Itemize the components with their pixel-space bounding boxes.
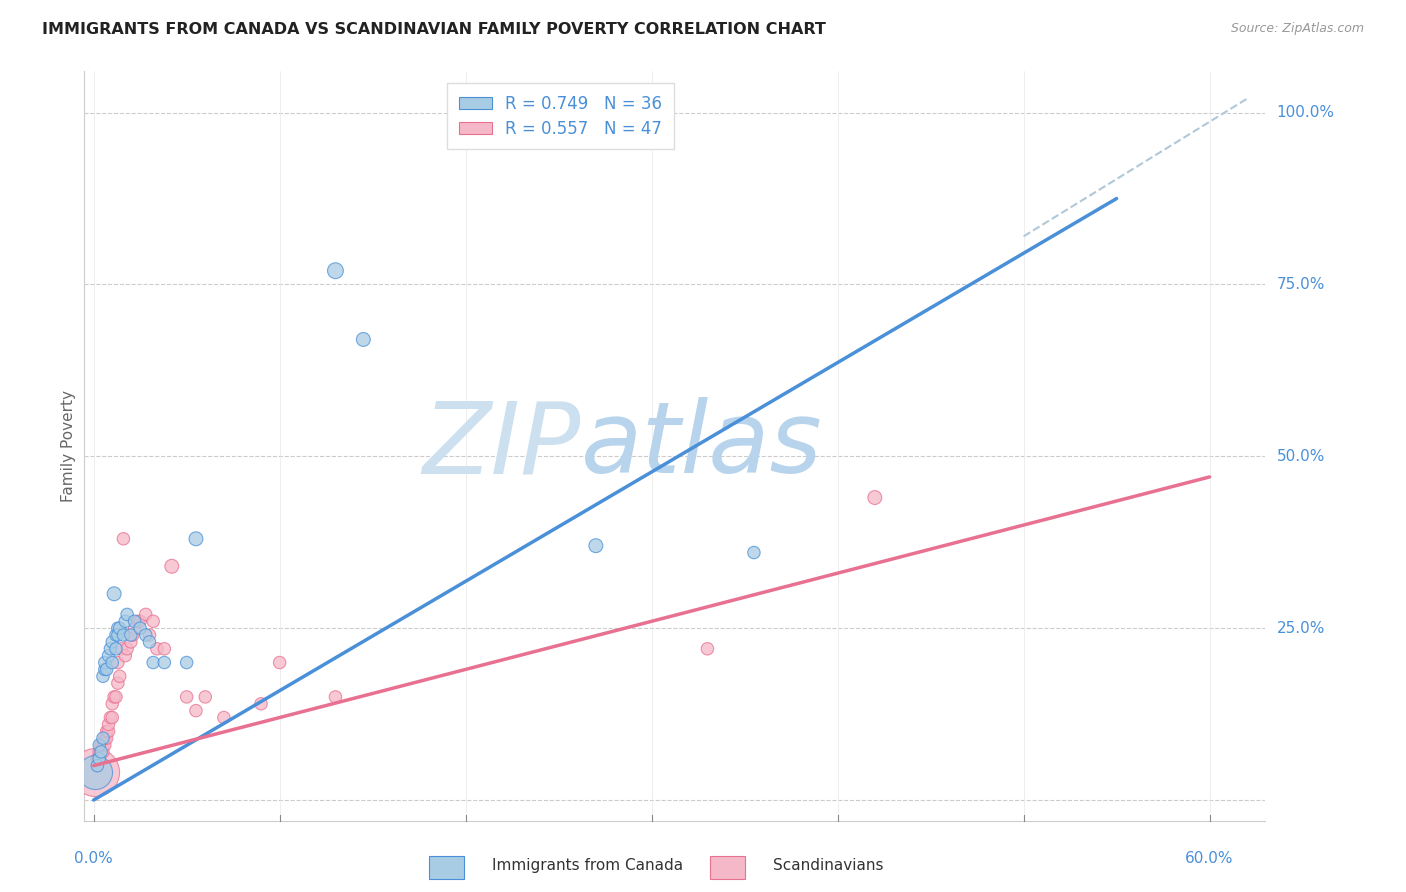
Point xyxy=(96,724,118,739)
Point xyxy=(84,765,107,780)
Point xyxy=(86,758,108,772)
Point xyxy=(91,738,114,752)
Point xyxy=(142,656,165,670)
Point xyxy=(89,745,111,759)
Point xyxy=(325,263,347,277)
Point xyxy=(153,641,176,656)
Point xyxy=(108,621,131,635)
Point xyxy=(124,615,146,629)
Point xyxy=(103,587,125,601)
Point xyxy=(176,690,198,704)
Point xyxy=(135,607,157,622)
Text: 75.0%: 75.0% xyxy=(1277,277,1324,292)
Point xyxy=(121,628,143,642)
Point xyxy=(94,738,117,752)
Point xyxy=(97,648,120,663)
Text: 0.0%: 0.0% xyxy=(75,851,112,866)
Point xyxy=(212,710,235,724)
Point xyxy=(108,669,131,683)
Point xyxy=(97,724,120,739)
Point xyxy=(352,333,374,347)
Point xyxy=(146,641,169,656)
Point xyxy=(94,731,117,746)
Point xyxy=(90,745,112,759)
Point xyxy=(112,532,135,546)
Text: 25.0%: 25.0% xyxy=(1277,621,1324,636)
Point xyxy=(112,628,135,642)
Text: 100.0%: 100.0% xyxy=(1277,105,1334,120)
Point xyxy=(127,615,149,629)
Point xyxy=(696,641,718,656)
Point xyxy=(129,621,152,635)
Point xyxy=(114,615,136,629)
Point xyxy=(100,710,122,724)
Point xyxy=(107,676,129,690)
Point xyxy=(101,635,124,649)
Point xyxy=(97,717,120,731)
Point xyxy=(153,656,176,670)
Point xyxy=(250,697,273,711)
Point xyxy=(103,690,125,704)
Point xyxy=(89,752,111,766)
Point xyxy=(120,635,142,649)
Legend: R = 0.749   N = 36, R = 0.557   N = 47: R = 0.749 N = 36, R = 0.557 N = 47 xyxy=(447,84,673,150)
Point xyxy=(104,690,127,704)
Point xyxy=(96,731,118,746)
Point xyxy=(138,635,160,649)
Point xyxy=(325,690,347,704)
Point xyxy=(194,690,217,704)
Point xyxy=(107,656,129,670)
Point xyxy=(101,710,124,724)
Point xyxy=(142,615,165,629)
Point xyxy=(101,656,124,670)
Point xyxy=(863,491,886,505)
Point xyxy=(135,628,157,642)
Point xyxy=(91,669,114,683)
Point xyxy=(115,641,138,656)
Point xyxy=(124,621,146,635)
Point xyxy=(86,752,108,766)
Text: Immigrants from Canada: Immigrants from Canada xyxy=(492,858,683,872)
Point xyxy=(94,656,117,670)
Point xyxy=(120,628,142,642)
Point xyxy=(138,628,160,642)
Y-axis label: Family Poverty: Family Poverty xyxy=(60,390,76,502)
Point xyxy=(115,607,138,622)
Text: atlas: atlas xyxy=(581,398,823,494)
Point xyxy=(90,738,112,752)
Point xyxy=(91,745,114,759)
Point xyxy=(160,559,183,574)
Point xyxy=(107,628,129,642)
Point xyxy=(96,662,118,676)
Text: 60.0%: 60.0% xyxy=(1185,851,1234,866)
Point xyxy=(94,662,117,676)
Point xyxy=(742,545,765,559)
Point xyxy=(100,641,122,656)
Point xyxy=(269,656,291,670)
Point xyxy=(89,738,111,752)
Point xyxy=(101,697,124,711)
Text: IMMIGRANTS FROM CANADA VS SCANDINAVIAN FAMILY POVERTY CORRELATION CHART: IMMIGRANTS FROM CANADA VS SCANDINAVIAN F… xyxy=(42,22,827,37)
Point xyxy=(129,615,152,629)
Text: Source: ZipAtlas.com: Source: ZipAtlas.com xyxy=(1230,22,1364,36)
Point xyxy=(104,641,127,656)
Point xyxy=(104,628,127,642)
Text: Scandinavians: Scandinavians xyxy=(773,858,884,872)
Point xyxy=(114,648,136,663)
Text: 50.0%: 50.0% xyxy=(1277,449,1324,464)
Point xyxy=(107,621,129,635)
Point xyxy=(91,731,114,746)
Point xyxy=(184,532,207,546)
Point xyxy=(184,704,207,718)
Text: ZIP: ZIP xyxy=(422,398,581,494)
Point xyxy=(110,641,132,656)
Point xyxy=(86,758,108,772)
Point xyxy=(176,656,198,670)
Point xyxy=(89,752,111,766)
Point xyxy=(84,765,107,780)
Point xyxy=(90,745,112,759)
Point xyxy=(585,539,607,553)
